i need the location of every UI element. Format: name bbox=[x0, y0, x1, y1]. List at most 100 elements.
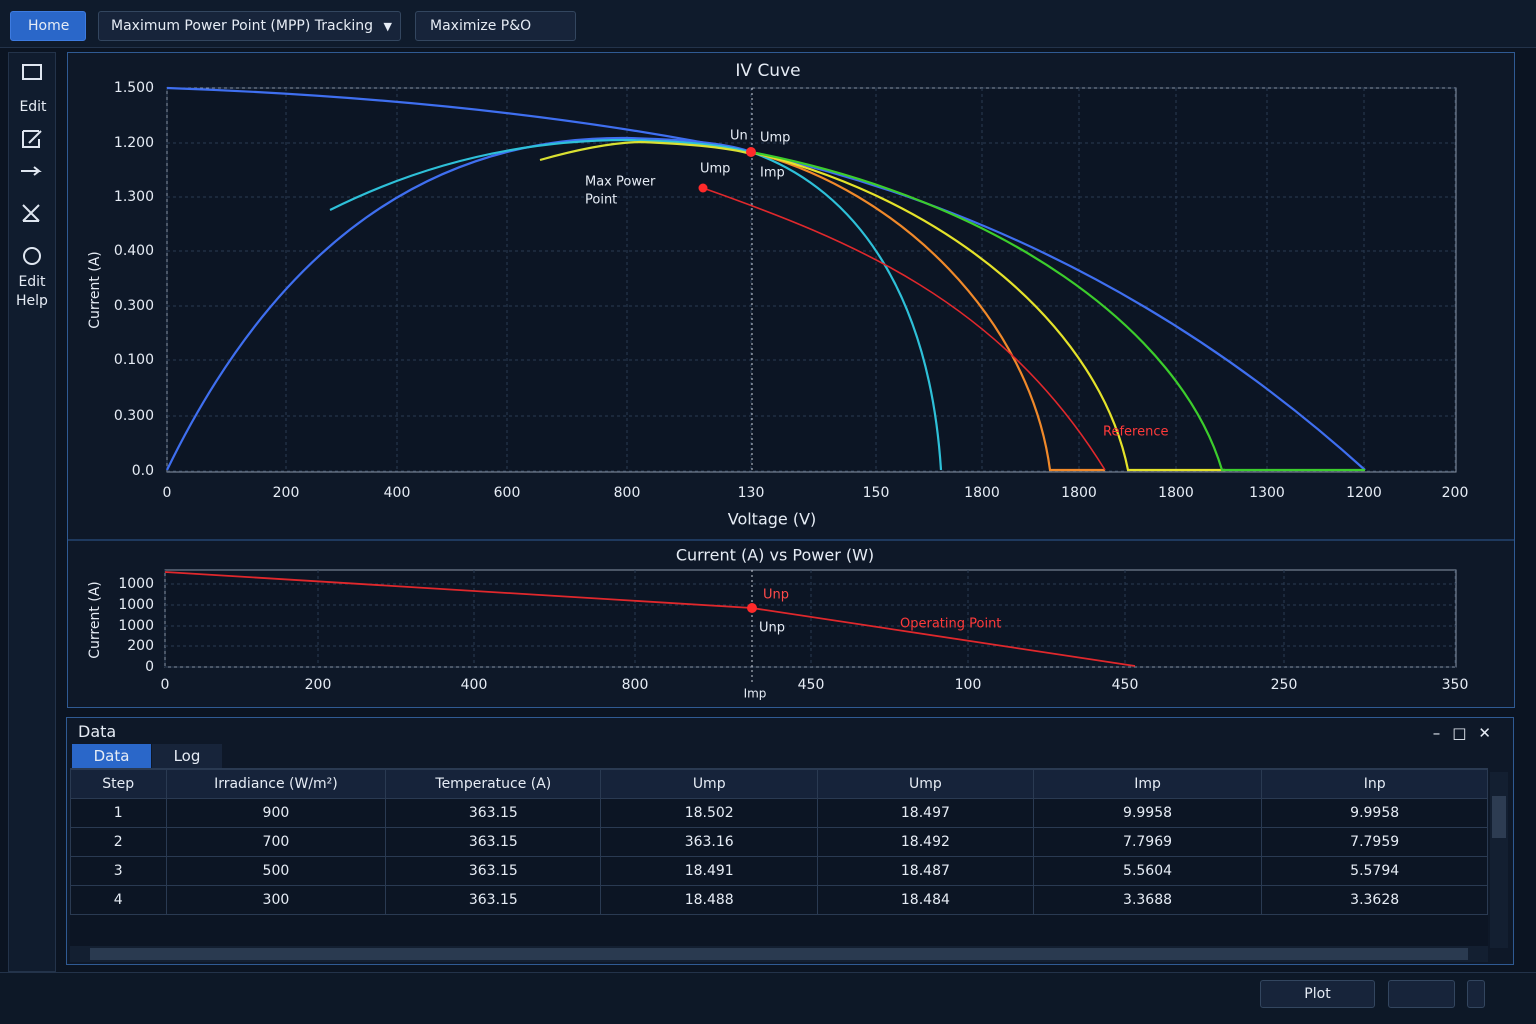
x-tick-label: 1800 bbox=[964, 485, 1000, 501]
cell: 700 bbox=[165, 827, 387, 857]
header-cell[interactable]: Irradiance (W/m²) bbox=[165, 769, 387, 799]
chart-title: IV Cuve bbox=[735, 61, 800, 81]
x-axis-label: Voltage (V) bbox=[728, 510, 817, 529]
y-tick-label: 1000 bbox=[118, 576, 154, 592]
cell: 7.7959 bbox=[1261, 827, 1488, 857]
charts-panel: IV Cuve Voltage (V) Current (A) Un Ump U… bbox=[67, 52, 1515, 708]
header-cell[interactable]: Ump bbox=[600, 769, 819, 799]
cell: 9.9958 bbox=[1261, 798, 1488, 828]
annotation: Max Power bbox=[585, 175, 656, 190]
annotation: Point bbox=[585, 193, 617, 208]
cell: 900 bbox=[165, 798, 387, 828]
operating-point bbox=[747, 603, 757, 613]
table-row: 1 900 363.15 18.502 18.497 9.9958 9.9958 bbox=[70, 798, 1488, 828]
panel-title: Data bbox=[78, 722, 117, 741]
annotation: Un bbox=[730, 129, 748, 144]
x-tick-label: 150 bbox=[863, 485, 890, 501]
mode-text: Maximum Power Point (MPP) Tracking bbox=[111, 18, 374, 34]
cell: 5.5604 bbox=[1032, 856, 1263, 886]
cell: 2 bbox=[70, 827, 167, 857]
cell: 9.9958 bbox=[1032, 798, 1263, 828]
scroll-thumb[interactable] bbox=[90, 948, 1468, 960]
curve-green bbox=[750, 150, 1365, 472]
y-tick-label: 0.400 bbox=[114, 243, 154, 259]
cell: 1 bbox=[70, 798, 167, 828]
cell: 18.492 bbox=[817, 827, 1034, 857]
x-tick-label: 0 bbox=[161, 677, 170, 693]
icon-tool[interactable] bbox=[22, 204, 40, 222]
mode-dropdown[interactable]: Maximum Power Point (MPP) Tracking ▼ bbox=[98, 11, 401, 41]
curve-dome bbox=[166, 136, 752, 471]
y-tick-label: 1.200 bbox=[114, 135, 154, 151]
header-cell[interactable]: Step bbox=[70, 769, 167, 799]
sidebar-icons: Edit Edit Help bbox=[16, 64, 48, 309]
power-chart: Current (A) vs Power (W) Current (A) Unp… bbox=[87, 546, 1468, 701]
y-tick-label: 1.500 bbox=[114, 80, 154, 96]
table-row: 3 500 363.15 18.491 18.487 5.5604 5.5794 bbox=[70, 856, 1488, 886]
button[interactable] bbox=[1467, 980, 1485, 1008]
icon-edit[interactable] bbox=[22, 130, 42, 148]
cell: 18.488 bbox=[600, 885, 819, 915]
x-tick-label: 400 bbox=[461, 677, 488, 693]
sidebar-item[interactable]: Edit bbox=[18, 274, 46, 290]
curve-dome-cyan bbox=[329, 138, 752, 211]
cell: 300 bbox=[165, 885, 387, 915]
annotation: Imp bbox=[760, 166, 785, 181]
cell: 18.487 bbox=[817, 856, 1034, 886]
header-cell[interactable]: Ump bbox=[817, 769, 1034, 799]
tab[interactable]: Data bbox=[72, 744, 151, 768]
v-scrollbar[interactable] bbox=[1490, 772, 1508, 948]
icon-help[interactable] bbox=[23, 247, 41, 265]
sidebar-item[interactable]: Edit bbox=[19, 99, 47, 115]
cell: 5.5794 bbox=[1261, 856, 1488, 886]
icon-arrow[interactable] bbox=[21, 166, 42, 176]
y-tick-label: 0.300 bbox=[114, 408, 154, 424]
curve-orange bbox=[750, 150, 1105, 472]
scroll-thumb[interactable] bbox=[1492, 796, 1506, 838]
x-tick-label: 200 bbox=[273, 485, 300, 501]
tab[interactable]: Log bbox=[152, 744, 222, 768]
cell: 18.491 bbox=[600, 856, 819, 886]
annotation: Unp bbox=[763, 588, 789, 603]
data-panel: Data –□✕ Data Log Step Irradiance (W/m²) T… bbox=[66, 717, 1514, 965]
cell: 3.3688 bbox=[1032, 885, 1263, 915]
header-cell[interactable]: Temperatuce (A) bbox=[385, 769, 602, 799]
chart-title: Current (A) vs Power (W) bbox=[676, 546, 874, 565]
cell: 4 bbox=[70, 885, 167, 915]
window-controls[interactable]: –□✕ bbox=[1432, 724, 1503, 742]
action-button[interactable]: Maximize P&O bbox=[415, 11, 576, 41]
plot-button[interactable]: Plot bbox=[1260, 980, 1375, 1008]
y-tick-label: 0 bbox=[145, 659, 154, 675]
header-cell[interactable]: Imp bbox=[1032, 769, 1263, 799]
cell: 363.16 bbox=[600, 827, 819, 857]
sidebar-item[interactable]: Help bbox=[16, 293, 48, 309]
curve-reference bbox=[702, 187, 1106, 471]
x-tick-label: 0 bbox=[163, 485, 172, 501]
cell: 363.15 bbox=[385, 798, 602, 828]
header-row: Step Irradiance (W/m²) Temperatuce (A) Ump U… bbox=[70, 769, 1488, 799]
cell: 18.502 bbox=[600, 798, 819, 828]
annotation: Operating Point bbox=[900, 617, 1001, 632]
h-scrollbar[interactable] bbox=[70, 946, 1488, 962]
y-tick-label: 0.300 bbox=[114, 298, 154, 314]
cell: 18.484 bbox=[817, 885, 1034, 915]
y-axis-label: Current (A) bbox=[87, 581, 103, 659]
annotation: Unp bbox=[759, 621, 785, 636]
x-tick-label: 100 bbox=[955, 677, 982, 693]
x-tick-label: 400 bbox=[384, 485, 411, 501]
x-tick-label: 800 bbox=[622, 677, 649, 693]
button[interactable] bbox=[1388, 980, 1455, 1008]
header-cell[interactable]: Inp bbox=[1261, 769, 1488, 799]
cell: 3 bbox=[70, 856, 167, 886]
x-tick-label: 1200 bbox=[1346, 485, 1382, 501]
cell: 7.7969 bbox=[1032, 827, 1263, 857]
annotation: Ump bbox=[760, 131, 790, 146]
x-tick-label: 800 bbox=[614, 485, 641, 501]
x-tick-label: 450 bbox=[798, 677, 825, 693]
icon-folder[interactable] bbox=[22, 64, 42, 80]
data-table: Step Irradiance (W/m²) Temperatuce (A) Ump U… bbox=[70, 769, 1488, 915]
annotation: Imp bbox=[744, 687, 767, 701]
home-button[interactable]: Home bbox=[10, 11, 86, 41]
x-tick-label: 1800 bbox=[1158, 485, 1194, 501]
